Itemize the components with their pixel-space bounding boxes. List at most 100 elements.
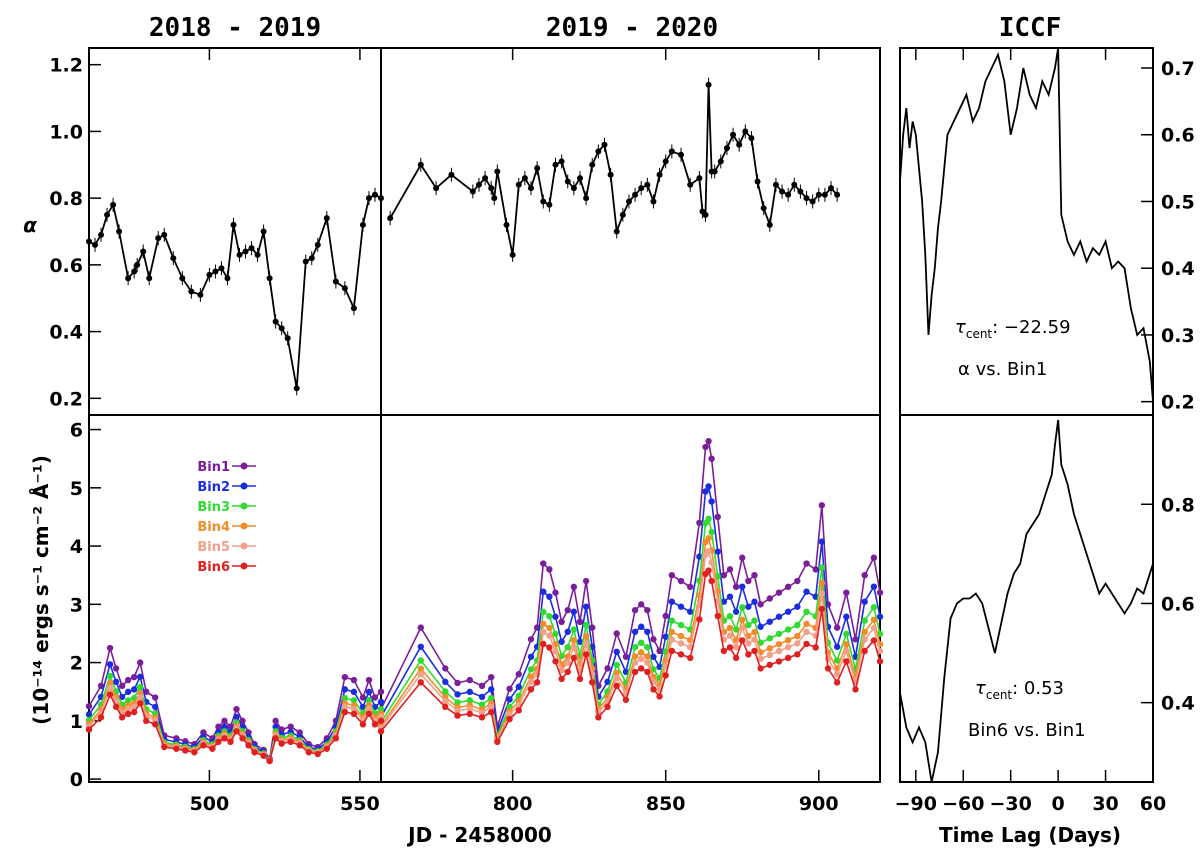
alpha-mid-point <box>613 228 620 235</box>
flux-bin1-point <box>833 624 841 631</box>
x-mid-label: 900 <box>799 793 839 815</box>
flux-bin6-point <box>720 647 728 655</box>
flux-bin6-point <box>251 749 258 756</box>
flux-bin6-point <box>876 658 884 665</box>
iccf-top-curve <box>899 47 1154 402</box>
flux-bin5-point <box>613 674 620 682</box>
alpha-mid-point <box>711 168 718 175</box>
alpha-mid-point <box>803 195 810 202</box>
flux-bin1-point <box>582 577 590 585</box>
flux-bin2-point <box>604 678 611 686</box>
alpha-left-point <box>332 278 339 285</box>
flux-bin6-point <box>656 693 663 700</box>
flux-bin2-point <box>527 653 535 661</box>
flux-bin3-point <box>552 630 559 638</box>
flux-bin6-point <box>696 616 703 623</box>
legend-marker-bin2 <box>240 482 248 490</box>
flux-bin2-point <box>803 588 810 595</box>
flux-bin3-point <box>751 617 758 624</box>
alpha-mid-point <box>834 191 841 198</box>
flux-bin1-point <box>702 443 709 451</box>
flux-bin6-point <box>85 726 93 733</box>
alpha-mid-point <box>515 181 522 188</box>
flux-bin6-point <box>739 637 746 644</box>
flux-y-label: 1 <box>70 711 83 733</box>
flux-bin3-point <box>488 694 495 702</box>
alpha-mid-point <box>760 205 767 212</box>
alpha-mid-point <box>625 198 632 205</box>
alpha-left-point <box>179 275 186 282</box>
flux-bin2-point <box>870 583 878 590</box>
flux-bin3-point <box>644 644 651 651</box>
flux-bin6-point <box>757 665 764 672</box>
alpha-y-label: 0.4 <box>49 322 83 344</box>
flux-bin4-point <box>106 679 114 687</box>
flux-bin3-point <box>677 621 685 629</box>
flux-bin1-point <box>714 513 721 521</box>
flux-bin5-point <box>705 547 712 555</box>
flux-bin5-point <box>552 647 559 655</box>
alpha-left-point <box>161 231 168 238</box>
flux-bin1-point <box>558 618 565 626</box>
alpha-mid-point <box>656 171 663 178</box>
flux-bin2-point <box>784 608 792 615</box>
alpha-left-point <box>242 248 249 255</box>
plot-panels: 0.2 0.4 0.6 0.8 1.0 1.2 0 1 2 3 4 5 6 0.2 0.3 0.4 0.5 0.6… <box>49 47 1195 815</box>
alpha-mid-point <box>540 198 547 205</box>
flux-bin4-point <box>644 653 651 660</box>
flux-bin3-point <box>442 688 449 695</box>
flux-bin1-point <box>136 659 144 666</box>
flux-bin1-point <box>488 673 495 681</box>
flux-bin1-point <box>852 636 859 643</box>
flux-bin3-point <box>136 683 144 691</box>
flux-bin2-point <box>757 623 764 630</box>
flux-bin2-point <box>85 711 93 718</box>
alpha-left-point <box>323 215 330 222</box>
x-mid-label: 800 <box>493 793 533 815</box>
flux-bin2-point <box>552 613 559 620</box>
annotation-top: τcent: −22.59 α vs. Bin1 <box>955 317 1071 380</box>
annot-bot-text: Bin6 vs. Bin1 <box>968 720 1086 741</box>
alpha-mid-point <box>491 195 498 202</box>
alpha-left-point <box>350 305 357 312</box>
flux-bin6-point <box>870 637 878 644</box>
alpha-mid-point <box>678 151 685 158</box>
alpha-left-point <box>206 271 213 278</box>
flux-bin1-point <box>662 612 669 620</box>
flux-bin1-point <box>85 703 93 710</box>
alpha-left-point <box>248 245 255 252</box>
flux-bin6-point <box>314 750 321 758</box>
flux-bin4-point <box>570 636 578 644</box>
flux-bin5-point <box>784 644 792 651</box>
flux-bin6-point <box>305 749 312 756</box>
flux-bin6-point <box>708 577 715 585</box>
flux-bin2-point <box>130 686 138 693</box>
flux-bin6-point <box>377 717 385 725</box>
flux-bin5-point <box>677 640 685 647</box>
y-axis-label-alpha: α <box>23 213 37 237</box>
alpha-mid-point <box>488 185 495 192</box>
flux-bin1-point <box>417 624 424 631</box>
flux-bin6-point <box>812 644 819 651</box>
flux-bin6-point <box>570 654 578 662</box>
legend-marker-bin5 <box>240 542 248 550</box>
flux-y-label: 3 <box>70 594 83 616</box>
alpha-mid-point <box>809 198 816 205</box>
flux-bin2-point <box>506 696 513 703</box>
flux-bin2-point <box>576 638 584 645</box>
flux-bin6-point <box>589 679 596 686</box>
flux-bin6-point <box>106 691 114 698</box>
flux-bin6-point <box>843 658 850 665</box>
flux-bin6-point <box>622 696 630 704</box>
alpha-y-label: 1.2 <box>49 55 83 77</box>
flux-bin2-point <box>686 608 694 615</box>
flux-bin1-point <box>751 571 758 579</box>
flux-bin2-point <box>677 603 685 610</box>
title-right: ICCF <box>999 13 1062 43</box>
alpha-mid-point <box>702 211 709 218</box>
flux-bin3-point <box>732 626 740 633</box>
flux-bin5-point <box>726 632 734 639</box>
flux-bin1-point <box>861 571 868 579</box>
flux-bin3-point <box>527 666 535 673</box>
alpha-y-label: 0.2 <box>49 388 83 410</box>
